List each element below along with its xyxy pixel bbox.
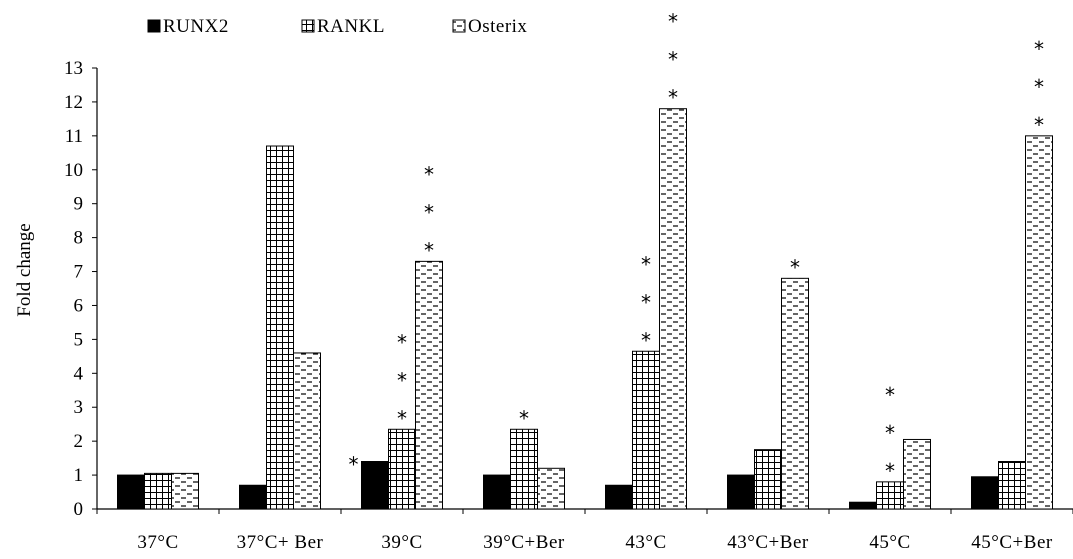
y-tick-label: 3	[74, 397, 84, 418]
x-tick-label: 45°C	[869, 532, 910, 553]
significance-markers: * * * * * * * * * * * * * * * * * * * * *	[349, 10, 1045, 483]
significance-star: *	[885, 421, 895, 445]
significance-star: *	[1034, 113, 1044, 137]
significance-star: *	[641, 252, 651, 276]
bar-rankl-1	[266, 145, 294, 510]
x-tick-label: 43°C+Ber	[727, 532, 809, 553]
x-tick-label: 37°C+ Ber	[237, 532, 324, 553]
significance-star: *	[668, 10, 678, 34]
legend: RUNX2 RANKL Osterix	[147, 16, 527, 37]
y-tick-label: 10	[64, 160, 83, 181]
bar-runx2-4	[605, 484, 633, 510]
bar-osterix-5	[781, 277, 809, 510]
x-tick-label: 45°C+Ber	[971, 532, 1053, 553]
legend-swatch-osterix	[452, 19, 466, 33]
bar-runx2-3	[483, 474, 511, 510]
significance-star: *	[519, 406, 529, 430]
bar-rankl-4	[632, 350, 660, 510]
bar-rankl-0	[144, 472, 172, 510]
y-axis-title: Fold change	[14, 223, 35, 316]
y-tick-label: 12	[64, 92, 83, 113]
bar-runx2-0	[117, 474, 145, 510]
y-tick-label: 2	[74, 431, 84, 452]
significance-star: *	[885, 383, 895, 407]
bar-osterix-2	[415, 260, 443, 510]
significance-star: *	[397, 368, 407, 392]
y-tick-label: 11	[65, 126, 83, 147]
bar-rankl-3	[510, 428, 538, 510]
significance-star: *	[668, 48, 678, 72]
significance-star: *	[424, 238, 434, 262]
bar-runx2-7	[971, 476, 999, 510]
x-tick-label: 39°C	[381, 532, 422, 553]
y-tick-label: 13	[64, 58, 83, 79]
legend-swatch-runx2	[147, 19, 161, 33]
y-tick-label: 8	[74, 228, 84, 249]
y-tick-label: 5	[74, 329, 84, 350]
bar-rankl-6	[876, 481, 904, 510]
bar-osterix-0	[171, 472, 199, 510]
bar-osterix-7	[1025, 135, 1053, 510]
bar-osterix-6	[903, 438, 931, 510]
bar-osterix-4	[659, 108, 687, 510]
significance-star: *	[1034, 75, 1044, 99]
bar-rankl-5	[754, 449, 782, 510]
bar-osterix-1	[293, 352, 321, 510]
bar-runx2-5	[727, 474, 755, 510]
significance-star: *	[424, 162, 434, 186]
significance-star: *	[397, 406, 407, 430]
legend-swatch-rankl	[301, 19, 315, 33]
significance-star: *	[349, 453, 359, 477]
bar-runx2-6	[849, 501, 877, 510]
legend-label-runx2: RUNX2	[163, 16, 229, 37]
significance-star: *	[641, 290, 651, 314]
significance-star: *	[424, 200, 434, 224]
y-tick-label: 7	[74, 262, 84, 283]
legend-label-rankl: RANKL	[317, 16, 385, 37]
bar-rankl-7	[998, 461, 1026, 510]
y-tick-label: 6	[74, 295, 84, 316]
category-labels: 37°C 37°C+ Ber 39°C 39°C+Ber 43°C 43°C+Ber 45°…	[137, 532, 1053, 553]
y-tick-label: 0	[74, 499, 84, 520]
legend-label-osterix: Osterix	[468, 16, 527, 37]
significance-star: *	[641, 328, 651, 352]
bar-runx2-2	[361, 461, 389, 510]
y-tick-label: 4	[74, 363, 84, 384]
significance-star: *	[397, 330, 407, 354]
significance-star: *	[885, 459, 895, 483]
bar-rankl-2	[388, 428, 416, 510]
bars	[117, 108, 1053, 510]
significance-star: *	[1034, 37, 1044, 61]
bar-runx2-1	[239, 484, 267, 510]
y-axis-label: Fold change	[14, 223, 35, 316]
bar-osterix-3	[537, 467, 565, 510]
x-tick-label: 39°C+Ber	[483, 532, 565, 553]
y-tick-label: 1	[74, 465, 84, 486]
x-tick-label: 43°C	[625, 532, 666, 553]
significance-star: *	[668, 86, 678, 110]
significance-star: *	[790, 255, 800, 279]
y-tick-label: 9	[74, 194, 84, 215]
x-tick-label: 37°C	[137, 532, 178, 553]
